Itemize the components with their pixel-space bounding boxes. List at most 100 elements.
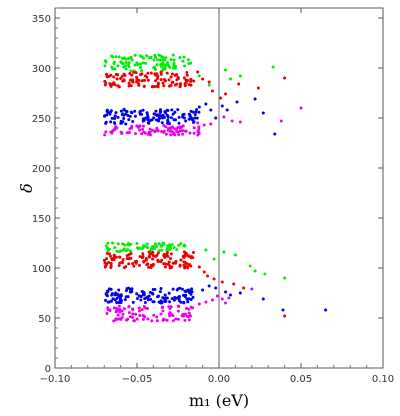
data-point [112,75,116,79]
data-point [185,73,189,77]
data-point [105,312,109,315]
data-point [178,85,182,89]
data-point [114,255,118,259]
data-point [159,72,163,76]
data-point [169,257,173,260]
data-point [121,61,125,65]
data-point [212,277,216,281]
data-point [163,79,167,83]
data-point [138,255,142,259]
data-point [214,286,218,290]
data-point [140,289,144,293]
data-point [155,315,159,319]
data-point [184,293,188,297]
data-point [147,294,151,298]
data-point [126,295,130,299]
data-point [271,65,275,69]
data-point [176,317,180,321]
data-point [111,241,115,245]
data-point [224,68,228,72]
data-point [152,85,156,89]
data-point [146,78,150,82]
data-point [153,68,157,72]
data-point [121,248,125,252]
data-point [141,292,145,296]
y-tick-label: 0 [45,364,51,375]
data-point [133,109,137,113]
data-point [138,128,142,132]
data-point [163,265,167,269]
data-point [117,85,121,89]
data-point [131,308,135,312]
data-point [149,71,153,75]
data-point [114,111,118,115]
data-point [256,86,260,90]
data-point [131,262,135,266]
x-axis-title: m₁ (eV) [189,391,249,410]
data-point [145,113,149,117]
data-point [169,84,173,88]
data-point [114,310,118,314]
data-point [122,116,126,120]
data-point [105,108,109,112]
data-point [131,312,135,316]
data-point [145,54,149,58]
data-point [106,241,110,245]
data-point [151,257,155,261]
data-point [180,287,184,291]
data-point [210,298,214,302]
data-point [125,257,129,261]
data-point [273,132,277,136]
data-point [137,309,141,313]
data-point [188,131,192,135]
data-point [132,264,136,268]
data-point [121,79,125,83]
data-point [119,317,123,321]
data-point [115,301,119,305]
data-point [183,318,187,322]
data-point [158,58,162,62]
data-point [153,130,157,134]
data-point [120,299,124,303]
data-point [134,312,138,316]
data-point [135,296,139,300]
data-point [235,100,239,104]
data-point [155,244,159,248]
data-point [172,118,176,122]
data-point [170,243,174,247]
data-point [156,85,160,89]
data-point [161,243,165,246]
data-point [209,122,213,126]
data-point [136,246,140,250]
data-point [113,67,117,71]
data-point [176,77,180,81]
data-point [144,257,148,261]
data-point [283,314,287,318]
data-point [168,314,172,318]
data-point [121,312,125,316]
y-tick-label: 350 [32,14,51,25]
data-point [120,309,124,313]
data-point [122,72,126,76]
data-point [161,305,165,309]
data-point [207,83,211,87]
data-point [172,64,176,68]
data-point [192,131,196,135]
data-point [168,65,172,69]
x-tick-label: 0.10 [372,374,394,385]
data-point [227,296,231,300]
data-point [112,81,116,85]
data-point [124,112,128,116]
data-point [175,72,179,76]
data-point [155,126,159,130]
data-point [224,290,228,294]
data-point [129,110,133,114]
data-point [165,296,169,300]
data-point [106,249,110,253]
data-point [130,73,134,77]
data-point [279,119,283,123]
data-point [118,261,122,265]
data-point [167,121,171,125]
data-point [103,59,107,63]
data-point [115,126,119,130]
